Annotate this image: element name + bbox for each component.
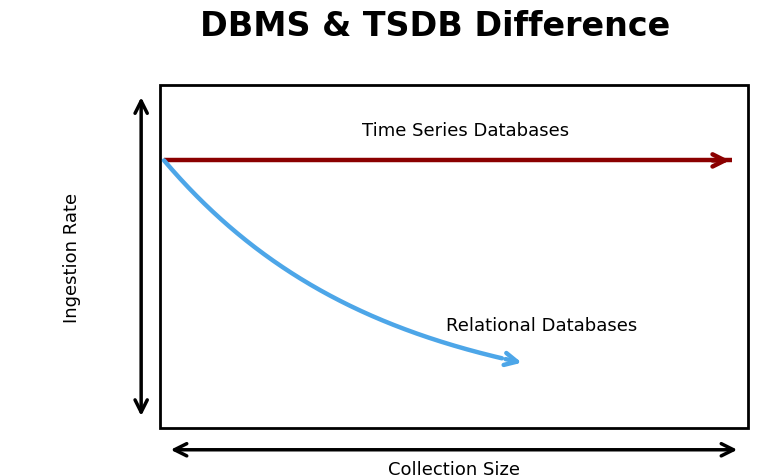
Text: Collection Size: Collection Size bbox=[388, 460, 520, 476]
Text: Relational Databases: Relational Databases bbox=[446, 317, 638, 335]
Text: DBMS & TSDB Difference: DBMS & TSDB Difference bbox=[200, 10, 670, 43]
Text: Time Series Databases: Time Series Databases bbox=[362, 121, 569, 139]
Bar bbox=[160, 86, 748, 428]
Text: Ingestion Rate: Ingestion Rate bbox=[63, 192, 82, 322]
